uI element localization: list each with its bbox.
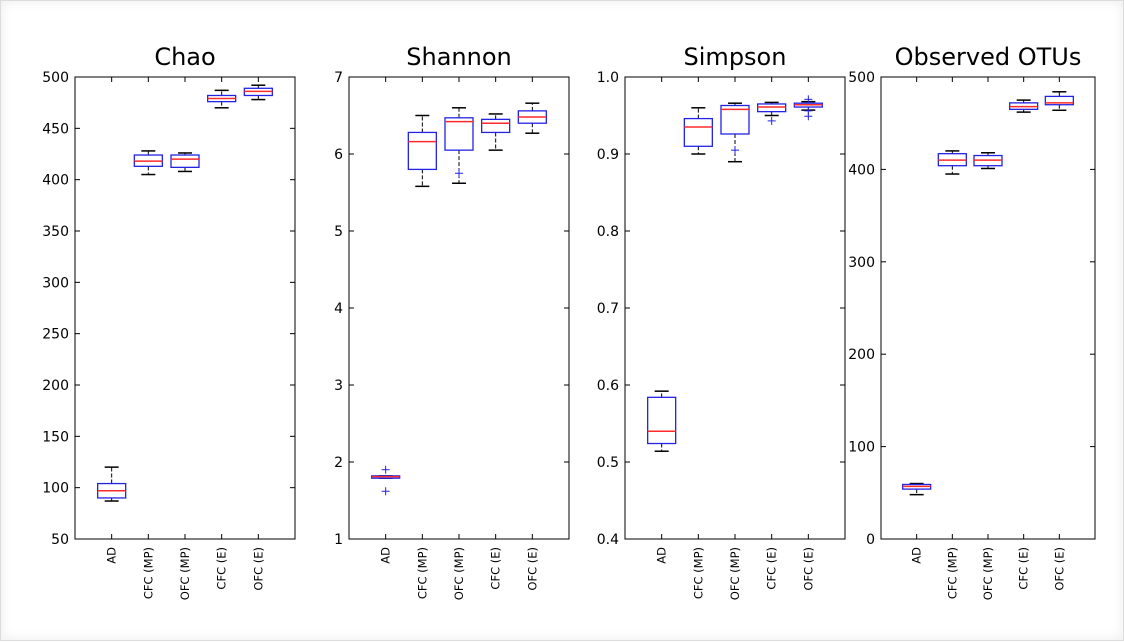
y-tick-label: 300	[848, 255, 875, 271]
y-tick-label: 300	[42, 275, 69, 291]
panel-1: Shannon 1 2 3 4 5 6 7 AD CFC (MP) OFC (MP) CFC (E) O…	[334, 43, 570, 600]
box-OFC (E)	[1044, 91, 1074, 112]
panel-0: Chao 50 100 150 200 250 300 350 400 450 500 AD CFC (…	[42, 43, 296, 600]
y-tick-label: 1.0	[597, 70, 619, 86]
box-CFC (MP)	[133, 150, 163, 176]
y-tick-label: 350	[42, 224, 69, 240]
box-OFC (MP)	[720, 102, 750, 163]
box-CFC (E)	[1009, 99, 1039, 113]
panel-2: Simpson 0.4 0.5 0.6 0.7 0.8 0.9 1.0 AD CFC (MP) OF…	[597, 43, 846, 600]
box-CFC (MP)	[937, 150, 967, 175]
panel-title: Simpson	[684, 43, 787, 71]
box-iqr	[757, 103, 787, 113]
axes-frame	[880, 76, 1096, 540]
box-OFC (MP)	[444, 107, 474, 185]
x-tick-label: CFC (E)	[489, 547, 503, 590]
outlier-marker	[731, 146, 739, 155]
panel-title: Shannon	[406, 43, 511, 71]
box-OFC (E)	[793, 95, 823, 121]
box-iqr	[647, 396, 677, 445]
box-iqr	[720, 104, 750, 135]
x-tick-label: CFC (E)	[765, 547, 779, 590]
x-tick-label: CFC (E)	[1017, 547, 1031, 590]
y-tick-label: 0.4	[597, 532, 619, 548]
outlier-marker	[381, 487, 390, 496]
y-tick-label: 100	[848, 440, 875, 456]
y-tick-label: 200	[42, 378, 69, 394]
panel-title: Observed OTUs	[895, 43, 1082, 71]
y-tick-label: 450	[42, 121, 69, 137]
x-tick-label: OFC (E)	[1052, 547, 1066, 591]
x-tick-label: AD	[105, 547, 119, 564]
y-tick-label: 7	[334, 70, 343, 86]
y-tick-label: 1	[334, 532, 343, 548]
x-tick-label: AD	[379, 547, 393, 564]
y-tick-label: 3	[334, 378, 343, 394]
box-iqr	[444, 117, 474, 151]
y-tick-label: 50	[51, 532, 69, 548]
box-OFC (MP)	[170, 152, 200, 173]
box-OFC (E)	[243, 84, 273, 101]
box-iqr	[481, 118, 511, 134]
box-iqr	[683, 117, 713, 147]
y-tick-label: 2	[334, 455, 343, 471]
x-tick-label: OFC (E)	[251, 547, 265, 591]
y-tick-label: 500	[42, 70, 69, 86]
box-iqr	[407, 131, 437, 171]
box-CFC (MP)	[683, 107, 713, 155]
box-OFC (E)	[517, 102, 547, 134]
box-CFC (E)	[757, 101, 787, 125]
y-tick-label: 4	[334, 301, 343, 317]
x-tick-label: OFC (MP)	[728, 547, 742, 600]
axes-frame	[74, 76, 296, 540]
y-tick-label: 0.7	[597, 301, 619, 317]
x-tick-label: OFC (MP)	[452, 547, 466, 600]
box-CFC (E)	[481, 113, 511, 151]
y-tick-label: 200	[848, 347, 875, 363]
outlier-marker	[381, 465, 390, 474]
box-CFC (E)	[207, 89, 237, 109]
y-tick-label: 0.5	[597, 455, 619, 471]
outlier-marker	[804, 106, 813, 115]
box-iqr	[1044, 95, 1074, 106]
y-tick-label: 6	[334, 147, 343, 163]
x-tick-label: CFC (MP)	[141, 547, 155, 599]
box-CFC (MP)	[407, 114, 437, 188]
outlier-marker	[804, 95, 813, 104]
y-tick-label: 500	[848, 70, 875, 86]
outlier-marker	[455, 169, 463, 178]
x-tick-label: OFC (E)	[801, 547, 815, 591]
y-tick-label: 0	[866, 532, 875, 548]
y-tick-label: 150	[42, 429, 69, 445]
box-AD	[647, 390, 677, 452]
y-tick-label: 0.8	[597, 224, 619, 240]
y-tick-label: 0.9	[597, 147, 619, 163]
x-tick-label: OFC (E)	[525, 547, 539, 591]
y-tick-label: 0.6	[597, 378, 619, 394]
box-OFC (MP)	[973, 152, 1003, 170]
y-tick-label: 100	[42, 481, 69, 497]
y-tick-label: 250	[42, 327, 69, 343]
x-tick-label: OFC (MP)	[981, 547, 995, 600]
panel-3: Observed OTUs 0 100 200 300 400 500 AD CFC (MP) O…	[848, 43, 1096, 600]
outlier-marker	[767, 116, 776, 125]
box-AD	[902, 482, 932, 496]
y-tick-label: 5	[334, 224, 343, 240]
x-tick-label: CFC (E)	[215, 547, 229, 590]
x-tick-label: AD	[655, 547, 669, 564]
y-tick-label: 400	[42, 173, 69, 189]
box-AD	[371, 465, 401, 496]
box-AD	[97, 466, 127, 502]
x-tick-label: CFC (MP)	[691, 547, 705, 599]
x-tick-label: CFC (MP)	[945, 547, 959, 599]
y-tick-label: 400	[848, 162, 875, 178]
panel-title: Chao	[154, 43, 215, 71]
x-tick-label: OFC (MP)	[178, 547, 192, 600]
x-tick-label: AD	[910, 547, 924, 564]
x-tick-label: CFC (MP)	[415, 547, 429, 599]
box-iqr	[170, 154, 200, 168]
